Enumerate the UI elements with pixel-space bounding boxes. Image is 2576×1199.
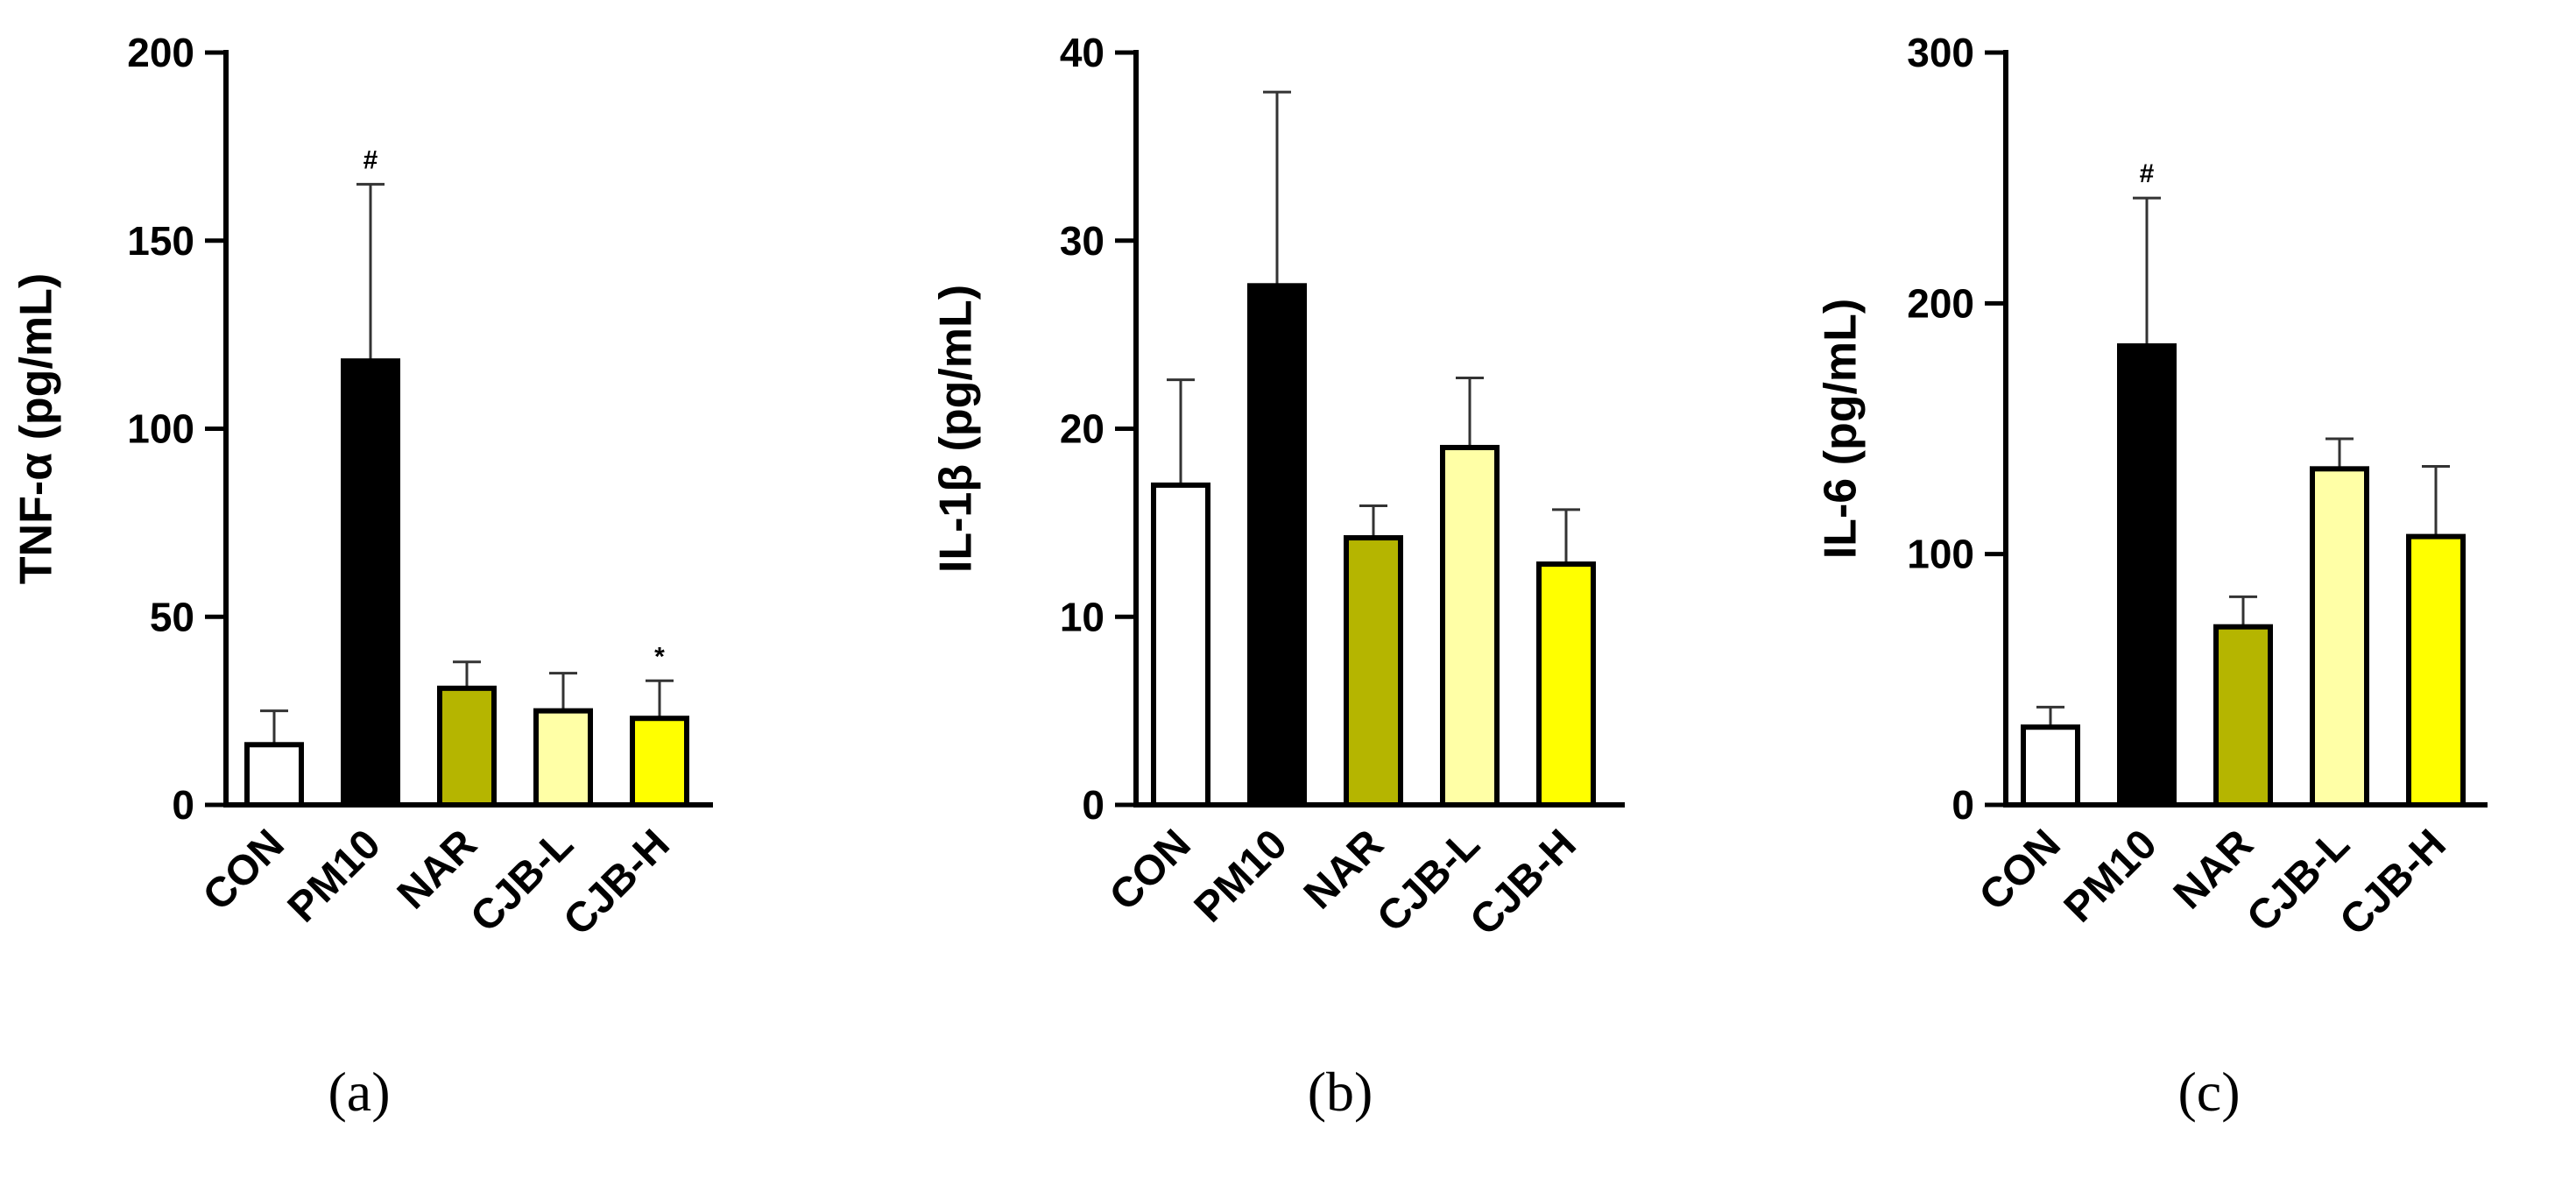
y-tick-label: 200 (1907, 280, 1974, 326)
bar-pm10 (1247, 283, 1307, 808)
y-tick-label: 100 (127, 406, 194, 452)
y-tick-label: 0 (172, 782, 194, 828)
x-tick-label-pm10: PM10 (279, 821, 390, 931)
x-tick-label-pm10: PM10 (1186, 821, 1296, 931)
bar-con (244, 742, 304, 808)
y-tick-label: 20 (1060, 406, 1105, 452)
bar-pm10 (2117, 343, 2177, 808)
y-tick-label: 40 (1060, 30, 1105, 75)
bar-con (2021, 724, 2080, 808)
y-tick-label: 100 (1907, 532, 1974, 577)
bar-nar (437, 685, 497, 808)
y-tick-label: 200 (127, 30, 194, 75)
x-tick-label-cjb-l: CJB-L (2238, 821, 2358, 941)
bar-nar (1344, 535, 1403, 808)
x-tick-label-con: CON (194, 821, 293, 920)
x-tick-label-con: CON (1101, 821, 1200, 920)
bar-nar (2213, 624, 2273, 808)
x-tick-label-con: CON (1971, 821, 2070, 920)
y-tick-label: 300 (1907, 30, 1974, 75)
panel-label: (a) (328, 1061, 390, 1123)
bar-cjb-l (533, 708, 593, 808)
x-tick-label-cjb-l: CJB-L (1368, 821, 1488, 941)
panel-label: (b) (1308, 1061, 1373, 1123)
y-axis-title: IL-1β (pg/mL) (931, 285, 982, 573)
bar-con (1151, 482, 1210, 808)
y-tick-label: 50 (150, 594, 194, 639)
y-axis-title: TNF-α (pg/mL) (11, 273, 62, 584)
y-tick-label: 30 (1060, 218, 1105, 264)
panel-label: (c) (2177, 1061, 2240, 1123)
significance-mark: * (654, 642, 665, 671)
y-axis-title: IL-6 (pg/mL) (1816, 299, 1867, 560)
bar-cjb-h (2406, 533, 2466, 808)
bar-cjb-h (1536, 561, 1596, 808)
bar-cjb-h (630, 716, 689, 808)
x-tick-label-pm10: PM10 (2056, 821, 2166, 931)
x-tick-label-cjb-h: CJB-H (555, 821, 679, 944)
x-tick-label-cjb-h: CJB-H (2332, 821, 2455, 944)
x-tick-label-cjb-l: CJB-L (462, 821, 582, 941)
significance-mark: # (363, 145, 378, 174)
y-tick-label: 0 (1951, 782, 1974, 828)
y-tick-label: 0 (1082, 782, 1105, 828)
y-tick-label: 10 (1060, 594, 1105, 639)
bar-cjb-l (2310, 466, 2369, 808)
significance-mark: # (2140, 159, 2155, 188)
bar-pm10 (341, 358, 400, 808)
y-tick-label: 150 (127, 218, 194, 264)
bar-cjb-l (1440, 444, 1500, 808)
x-tick-label-cjb-h: CJB-H (1462, 821, 1585, 944)
